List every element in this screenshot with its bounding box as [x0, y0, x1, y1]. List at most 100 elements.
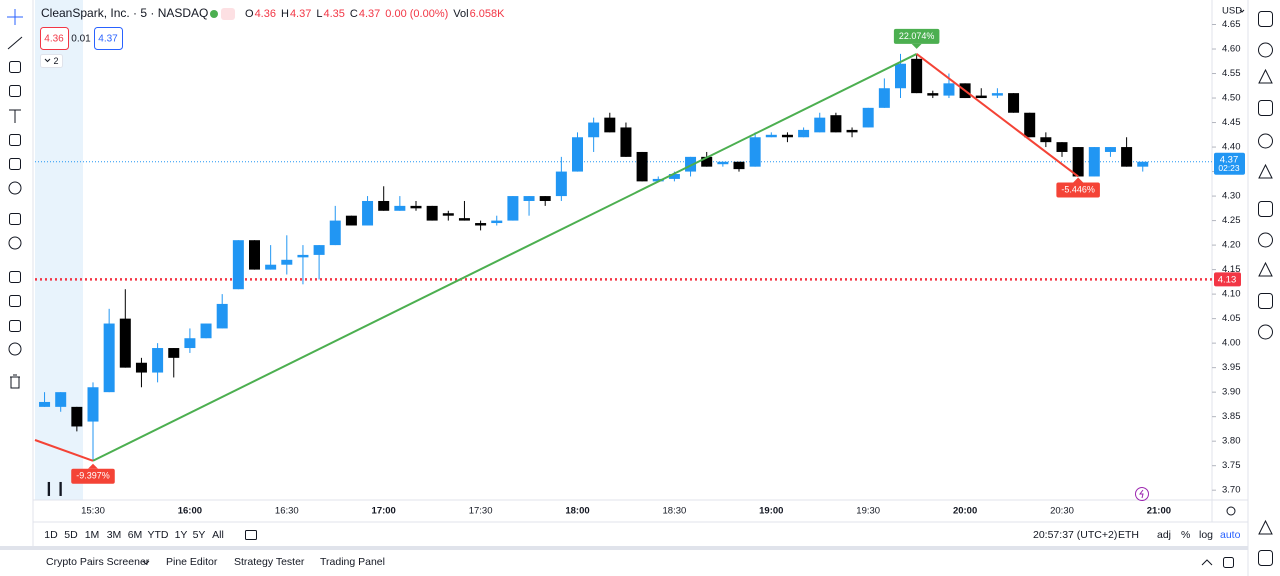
- sidebar-icon[interactable]: [1258, 68, 1273, 84]
- tool-icon[interactable]: [9, 134, 21, 146]
- symbol-title[interactable]: CleanSpark, Inc. · 5 · NASDAQ: [41, 6, 208, 20]
- candle-body: [216, 303, 228, 329]
- candle-body: [539, 196, 551, 201]
- candle-body: [798, 129, 810, 138]
- events-icon[interactable]: [1135, 487, 1149, 501]
- tool-icon[interactable]: [9, 213, 21, 225]
- sidebar-icon[interactable]: [1258, 519, 1273, 535]
- x-tick-label: 16:00: [178, 506, 202, 517]
- sidebar-icon[interactable]: [1258, 100, 1273, 116]
- candle-body: [523, 196, 535, 201]
- tool-icon[interactable]: [9, 271, 21, 283]
- tool-icon[interactable]: [7, 36, 23, 50]
- chevron-icon: [142, 560, 150, 565]
- range-button[interactable]: 5D: [64, 529, 78, 541]
- sidebar-icon[interactable]: [1258, 232, 1273, 248]
- tool-icon[interactable]: [8, 181, 22, 195]
- panel-tab[interactable]: Crypto Pairs Screener: [46, 556, 150, 568]
- scale-option[interactable]: auto: [1220, 529, 1241, 541]
- trend-line: [34, 439, 94, 462]
- panel-tab[interactable]: Strategy Tester: [234, 556, 305, 568]
- candle-body: [1072, 147, 1084, 177]
- tool-icon[interactable]: [9, 61, 21, 73]
- bid-price[interactable]: 4.36: [44, 34, 64, 45]
- indicators-toggle[interactable]: [40, 54, 63, 68]
- sidebar-icon[interactable]: [1258, 42, 1273, 58]
- range-button[interactable]: 3M: [107, 529, 122, 541]
- session[interactable]: ETH: [1118, 529, 1139, 541]
- sidebar-icon[interactable]: [1258, 261, 1273, 277]
- range-button[interactable]: 1Y: [175, 529, 188, 541]
- candle-body: [1088, 147, 1100, 177]
- tool-icon[interactable]: [9, 320, 21, 332]
- ui-layer: 1D 5D 1M 3M 6M YTD 1Y 5Y All 20:57:37 (UTC+2) ETH a…: [7, 9, 1273, 568]
- tool-icon[interactable]: [7, 9, 23, 25]
- scale-option[interactable]: adj: [1157, 529, 1171, 541]
- candle-body: [781, 134, 793, 138]
- sidebar-icon[interactable]: [1258, 324, 1273, 340]
- tool-icon[interactable]: [10, 374, 20, 389]
- range-button[interactable]: 6M: [128, 529, 143, 541]
- sidebar-glyph: [1258, 261, 1273, 277]
- tool-icon[interactable]: [9, 85, 21, 97]
- candle-body: [572, 137, 583, 172]
- sidebar-icon[interactable]: [1258, 11, 1273, 27]
- candle-body: [378, 200, 390, 211]
- candle-body: [911, 58, 923, 94]
- price-badge-value: 4.37: [1220, 154, 1239, 165]
- candle-body: [620, 127, 632, 157]
- clock[interactable]: 20:57:37 (UTC+2): [1033, 529, 1117, 541]
- panel-tab[interactable]: Trading Panel: [320, 556, 385, 568]
- sidebar-icon[interactable]: [1258, 133, 1273, 149]
- trendline-tool: [7, 36, 23, 50]
- crosshair: [7, 9, 23, 25]
- range-button[interactable]: All: [212, 529, 224, 541]
- scale-option[interactable]: %: [1181, 529, 1190, 541]
- ohlc-key: L: [316, 8, 322, 20]
- currency[interactable]: USD: [1222, 6, 1242, 17]
- candle-body: [200, 323, 212, 339]
- candle-body: [362, 200, 374, 226]
- sidebar-icon[interactable]: [1258, 550, 1273, 566]
- tool-icon[interactable]: [9, 295, 21, 307]
- candle-body: [991, 93, 1003, 96]
- x-tick-label: 19:00: [759, 506, 783, 517]
- flag-icon[interactable]: [221, 8, 235, 20]
- annotation-label: -9.397%: [76, 471, 110, 481]
- market-status[interactable]: [210, 10, 218, 18]
- candle-body: [103, 323, 115, 393]
- candle-body: [604, 117, 616, 133]
- square-tool: [9, 213, 21, 225]
- range-button[interactable]: 1D: [44, 529, 58, 541]
- y-tick-label: 4.60: [1222, 44, 1241, 55]
- range-button[interactable]: YTD: [148, 529, 169, 541]
- sidebar-icon[interactable]: [1258, 293, 1273, 309]
- settings-icon[interactable]: [1226, 506, 1236, 516]
- collapse-icon[interactable]: [1201, 559, 1213, 566]
- tool-icon[interactable]: [8, 342, 22, 356]
- ask-box[interactable]: [94, 27, 123, 50]
- tool-icon[interactable]: [9, 109, 21, 123]
- range-button[interactable]: 1M: [85, 529, 100, 541]
- sidebar-circle: [1258, 42, 1273, 58]
- scale-option[interactable]: log: [1199, 529, 1213, 541]
- maximize-icon[interactable]: [1223, 557, 1234, 568]
- candle-body: [394, 205, 406, 211]
- sidebar-icon[interactable]: [1258, 201, 1273, 217]
- tool-icon[interactable]: [8, 236, 22, 250]
- panel-tab[interactable]: Pine Editor: [166, 556, 218, 568]
- candle-body: [862, 107, 874, 128]
- logo[interactable]: ❙❙: [43, 480, 66, 497]
- annotation: -9.397%: [71, 463, 115, 484]
- go-to-date-icon[interactable]: [245, 530, 257, 540]
- tool-icon[interactable]: [9, 158, 21, 170]
- bid-box[interactable]: [40, 27, 69, 50]
- indicators-count[interactable]: 2: [53, 56, 58, 66]
- sidebar-icon[interactable]: [1258, 163, 1273, 179]
- candle-body: [927, 93, 939, 96]
- annotation-label: 22.074%: [899, 31, 935, 41]
- candle-body: [1008, 93, 1020, 113]
- range-button[interactable]: 5Y: [193, 529, 206, 541]
- y-tick-label: 4.40: [1222, 142, 1241, 153]
- ask-price[interactable]: 4.37: [98, 34, 118, 45]
